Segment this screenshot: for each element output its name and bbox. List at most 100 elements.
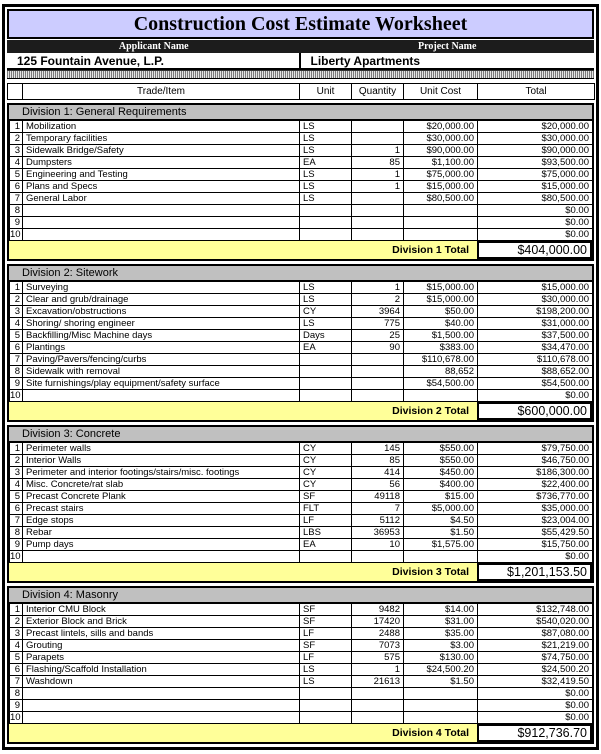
cell-cost: $3.00 <box>403 639 478 652</box>
cell-num: 4 <box>9 317 23 330</box>
cell-total: $88,652.00 <box>477 365 593 378</box>
table-row: 3 Excavation/obstructions CY 3964 $50.00 $198… <box>9 305 593 318</box>
division-table: 1 Mobilization LS $20,000.00 $20,000.00 2 Temp… <box>9 120 593 241</box>
cell-total: $55,429.50 <box>477 526 593 539</box>
cell-cost: $110,678.00 <box>403 353 478 366</box>
division-total-row: Division 3 Total $1,201,153.50 <box>9 563 592 581</box>
cell-unit: EA <box>299 538 352 551</box>
applicant-name-label: Applicant Name <box>118 41 189 52</box>
division-total-label: Division 2 Total <box>9 402 477 420</box>
cell-trade: Interior Walls <box>22 454 300 467</box>
cell-total: $87,080.00 <box>477 627 593 640</box>
cell-unit <box>299 228 352 241</box>
cell-qty: 36953 <box>351 526 404 539</box>
cell-unit: LS <box>299 144 352 157</box>
cell-qty <box>351 389 404 402</box>
cell-num: 6 <box>9 341 23 354</box>
cell-cost: $1.50 <box>403 526 478 539</box>
division-table: 1 Surveying LS 1 $15,000.00 $15,000.00 2 Clear … <box>9 281 593 402</box>
cell-num: 5 <box>9 651 23 664</box>
cell-qty: 1 <box>351 168 404 181</box>
cell-qty <box>351 687 404 700</box>
cell-unit: CY <box>299 442 352 455</box>
cell-cost: $1,575.00 <box>403 538 478 551</box>
cell-unit: LS <box>299 663 352 676</box>
cell-cost <box>403 204 478 217</box>
cell-cost <box>403 550 478 563</box>
cell-unit <box>299 687 352 700</box>
division-section: Division 1: General Requirements 1 Mobiliz… <box>7 103 594 261</box>
cell-num: 7 <box>9 514 23 527</box>
cell-qty <box>351 550 404 563</box>
cell-trade: Exterior Block and Brick <box>22 615 300 628</box>
cell-qty: 17420 <box>351 615 404 628</box>
cell-total: $0.00 <box>477 216 593 229</box>
cell-total: $22,400.00 <box>477 478 593 491</box>
cell-total: $0.00 <box>477 204 593 217</box>
cell-total: $24,500.20 <box>477 663 593 676</box>
table-row: 9 Pump days EA 10 $1,575.00 $15,750.00 <box>9 538 593 551</box>
cell-qty <box>351 377 404 390</box>
division-total-row: Division 1 Total $404,000.00 <box>9 241 592 259</box>
table-row: 6 Flashing/Scaffold Installation LS 1 $24,50… <box>9 663 593 676</box>
cell-qty: 2 <box>351 293 404 306</box>
cell-trade: Clear and grub/drainage <box>22 293 300 306</box>
cell-qty: 2488 <box>351 627 404 640</box>
cell-unit: LS <box>299 293 352 306</box>
cell-unit <box>299 699 352 712</box>
cell-qty: 414 <box>351 466 404 479</box>
column-header-unit: Unit <box>299 83 352 100</box>
cell-cost: $80,500.00 <box>403 192 478 205</box>
cell-qty <box>351 228 404 241</box>
cell-trade: Perimeter walls <box>22 442 300 455</box>
cell-num: 8 <box>9 204 23 217</box>
cell-qty <box>351 216 404 229</box>
cell-trade: Sidewalk with removal <box>22 365 300 378</box>
cell-qty: 21613 <box>351 675 404 688</box>
cell-qty: 3964 <box>351 305 404 318</box>
cell-num: 8 <box>9 687 23 700</box>
cell-num: 10 <box>9 711 23 724</box>
cell-trade: Temporary facilities <box>22 132 300 145</box>
cell-trade: Plans and Specs <box>22 180 300 193</box>
cell-total: $540,020.00 <box>477 615 593 628</box>
cell-trade: Plantings <box>22 341 300 354</box>
cell-unit <box>299 353 352 366</box>
cell-cost: $550.00 <box>403 442 478 455</box>
cell-qty: 7 <box>351 502 404 515</box>
cell-num: 3 <box>9 305 23 318</box>
table-row: 6 Precast stairs FLT 7 $5,000.00 $35,000.00 <box>9 502 593 515</box>
cell-cost <box>403 687 478 700</box>
cell-num: 3 <box>9 144 23 157</box>
table-row: 8 $0.00 <box>9 687 593 700</box>
cell-unit: CY <box>299 466 352 479</box>
cell-num: 2 <box>9 454 23 467</box>
cell-unit <box>299 365 352 378</box>
cell-qty <box>351 711 404 724</box>
cell-total: $31,000.00 <box>477 317 593 330</box>
cell-cost: $50.00 <box>403 305 478 318</box>
cell-cost <box>403 228 478 241</box>
cell-total: $0.00 <box>477 711 593 724</box>
cell-num: 1 <box>9 281 23 294</box>
cell-qty: 90 <box>351 341 404 354</box>
cell-num: 5 <box>9 329 23 342</box>
cell-qty: 85 <box>351 156 404 169</box>
table-row: 2 Exterior Block and Brick SF 17420 $31.00 $5… <box>9 615 593 628</box>
cell-trade: Mobilization <box>22 120 300 133</box>
cell-trade: Backfilling/Misc Machine days <box>22 329 300 342</box>
cell-trade <box>22 687 300 700</box>
table-row: 1 Surveying LS 1 $15,000.00 $15,000.00 <box>9 281 593 294</box>
cell-num: 1 <box>9 603 23 616</box>
cell-total: $15,000.00 <box>477 281 593 294</box>
table-row: 10 $0.00 <box>9 711 593 724</box>
cell-trade <box>22 204 300 217</box>
cell-cost: $15,000.00 <box>403 180 478 193</box>
cell-unit: LS <box>299 317 352 330</box>
cell-qty: 775 <box>351 317 404 330</box>
cell-num: 7 <box>9 675 23 688</box>
cell-qty: 575 <box>351 651 404 664</box>
table-row: 8 Sidewalk with removal 88,652 $88,652.00 <box>9 365 593 378</box>
cell-total: $35,000.00 <box>477 502 593 515</box>
table-row: 4 Misc. Concrete/rat slab CY 56 $400.00 $22,4… <box>9 478 593 491</box>
